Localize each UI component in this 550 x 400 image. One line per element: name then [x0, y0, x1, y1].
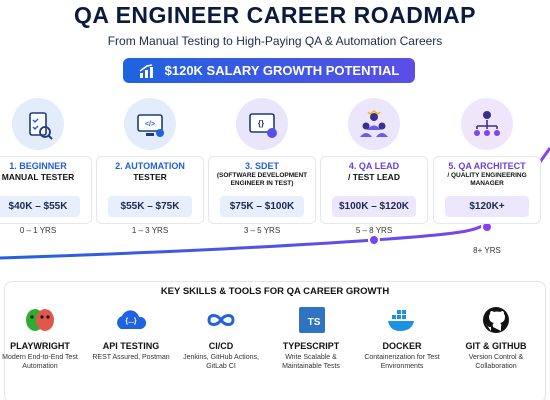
stage-role: MANUAL TESTER — [1, 172, 75, 182]
skill-name: PLAYWRIGHT — [10, 341, 70, 351]
skill-glyph — [26, 309, 54, 331]
skill-icon: {...} — [87, 303, 175, 337]
skills-title: KEY SKILLS & TOOLS FOR QA CAREER GROWTH — [160, 286, 390, 297]
skill-glyph — [299, 307, 325, 333]
stage-name: 5. QA ARCHITECT — [448, 161, 526, 171]
skill: PLAYWRIGHT Modern End-to-End Test Automat… — [0, 303, 84, 371]
skill-desc: REST Assured, Postman — [92, 354, 170, 361]
stage-icon — [12, 98, 64, 150]
years: 3 – 5 YRS — [243, 226, 281, 235]
svg-text:</>: </> — [145, 121, 155, 128]
stage-icon: {} — [236, 98, 288, 150]
badge: $120K SALARY GROWTH POTENTIAL — [123, 58, 415, 83]
skill-name: DOCKER — [382, 341, 422, 351]
stage-icon — [461, 98, 513, 150]
skill-icon — [358, 303, 446, 337]
skill-icon: TS — [267, 303, 355, 337]
skill-desc: Containerization for Test Environments — [364, 354, 440, 370]
salary: $40K – $55K — [0, 196, 80, 217]
svg-text:{}: {} — [258, 119, 264, 128]
skill: GIT & GITHUB Version Control & Collaborat… — [452, 303, 540, 371]
icon-text: {...} — [125, 318, 137, 325]
stage-glyph — [360, 110, 388, 137]
skill: {...} API TESTING REST Assured, Postman — [87, 303, 175, 362]
salary: $120K+ — [445, 196, 529, 217]
stage-glyph: </> — [137, 114, 164, 137]
icon-text: TS — [307, 317, 321, 328]
skill-desc: Write Scalable & Maintainable Tests — [282, 354, 340, 370]
skill-glyph — [388, 310, 414, 331]
skill: TS TYPESCRIPT Write Scalable & Maintainabl… — [267, 303, 355, 371]
skills-panel — [4, 281, 546, 400]
growth-icon — [139, 63, 153, 78]
skill-glyph — [483, 307, 509, 333]
skill-name: API TESTING — [102, 341, 160, 351]
skill-glyph — [207, 314, 235, 326]
skill-desc: Modern End-to-End Test Automation — [2, 354, 78, 370]
stage-role: TESTER — [133, 172, 167, 182]
skill-name: CI/CD — [208, 341, 234, 351]
stage-icon — [348, 98, 400, 150]
skill-icon — [452, 303, 540, 337]
stage-role: / TEST LEAD — [348, 172, 400, 182]
stage-role: (SOFTWARE DEVELOPMENT ENGINEER IN TEST) — [216, 172, 308, 187]
skill: DOCKER Containerization for Test Environm… — [358, 303, 446, 371]
salary: $75K – $100K — [220, 196, 304, 217]
years: 5 – 8 YRS — [355, 226, 393, 235]
title: QA ENGINEER CAREER ROADMAP — [74, 2, 476, 28]
skill-icon — [0, 303, 84, 337]
badge-text: $120K SALARY GROWTH POTENTIAL — [164, 63, 400, 78]
stage-glyph — [474, 111, 500, 136]
stage-name: 3. SDET — [244, 161, 279, 171]
years: 8+ YRS — [473, 246, 501, 255]
stage-name: 2. AUTOMATION — [115, 161, 185, 171]
growth-curve — [0, 147, 550, 260]
stage-name: 4. QA LEAD — [348, 161, 400, 171]
salary: $100K – $120K — [332, 196, 416, 217]
stage-glyph — [29, 112, 53, 140]
salary: $55K – $75K — [108, 196, 192, 217]
stage-icon: </> — [124, 98, 176, 150]
subtitle: From Manual Testing to High-Paying QA & … — [107, 34, 443, 48]
stage-role: / QUALITY ENGINEERING MANAGER — [447, 172, 527, 187]
stage-glyph: {} — [249, 113, 277, 138]
years: 0 – 1 YRS — [19, 226, 57, 235]
stage-name: 1. BEGINNER — [9, 161, 67, 171]
years: 1 – 3 YRS — [131, 226, 169, 235]
skill: CI/CD Jenkins, GitHub Actions, GitLab CI — [177, 303, 265, 371]
skill-desc: Version Control & Collaboration — [468, 354, 524, 370]
skill-name: GIT & GITHUB — [465, 341, 527, 351]
skill-glyph — [117, 310, 147, 329]
skill-icon — [177, 303, 265, 337]
skill-name: TYPESCRIPT — [282, 341, 340, 351]
skill-desc: Jenkins, GitHub Actions, GitLab CI — [183, 354, 259, 370]
